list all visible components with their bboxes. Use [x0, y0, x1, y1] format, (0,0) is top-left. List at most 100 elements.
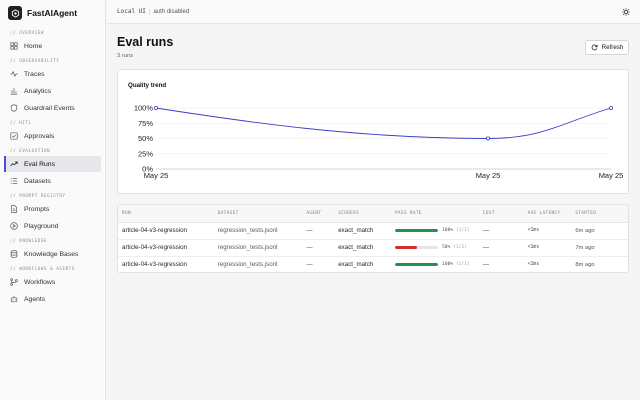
scorers-value: exact_match [334, 222, 392, 240]
sidebar-item-approvals[interactable]: Approvals [5, 128, 101, 144]
nav-section-label: // Evaluation [10, 149, 51, 154]
pass-rate-percent: 100% [442, 228, 454, 233]
pass-rate-fraction: (1/1) [455, 228, 470, 233]
data-point[interactable] [154, 106, 159, 111]
dataset-name: regression_tests.jsonl [217, 261, 278, 269]
table-row[interactable]: article-04-v3-regression regression_tests… [118, 256, 628, 272]
run-name[interactable]: article-04-v3-regression [118, 222, 214, 240]
sidebar-item-guardrail-events[interactable]: Guardrail Events [5, 100, 101, 116]
sidebar-item-label: Eval Runs [24, 160, 55, 168]
eval-runs-table-card: Run Dataset Agent Scorers Pass rate Cost Avg l… [117, 204, 629, 273]
x-tick-label: May 25 [476, 171, 501, 180]
shield-icon [10, 104, 18, 112]
agent-value: — [302, 222, 335, 240]
nav-section-label: // Overview [10, 31, 44, 36]
refresh-icon [591, 44, 598, 51]
environment-label: Local UI [117, 8, 146, 15]
scorers-value: exact_match [338, 261, 374, 269]
sidebar-item-label: Traces [24, 70, 45, 78]
document-icon [10, 205, 18, 213]
data-point[interactable] [608, 106, 613, 111]
sidebar-item-knowledge-bases[interactable]: Knowledge Bases [5, 246, 101, 262]
data-point[interactable] [485, 136, 490, 141]
sidebar-item-prompts[interactable]: Prompts [5, 201, 101, 217]
sidebar-item-label: Approvals [24, 132, 55, 140]
trend-icon [10, 160, 18, 168]
pass-rate-fraction: (1/1) [455, 262, 470, 268]
pass-rate-bar [395, 229, 439, 232]
sidebar-item-label: Datasets [24, 177, 51, 185]
logo-icon [8, 6, 22, 20]
pass-rate-fraction: (1/2) [453, 245, 467, 250]
database-icon [10, 250, 18, 258]
column-header[interactable]: Run [118, 205, 214, 223]
column-header[interactable]: Avg latency [523, 205, 572, 223]
y-tick-label: 75% [138, 119, 153, 128]
sidebar-item-label: Workflows [24, 278, 56, 286]
run-count: 3 runs [117, 53, 134, 59]
cost-value: — [478, 239, 524, 257]
nav-section-label: // Knowledge [10, 239, 48, 244]
check-square-icon [10, 132, 18, 140]
column-header[interactable]: Started [571, 205, 628, 223]
column-header[interactable]: Agent [302, 205, 335, 223]
pass-rate-cell: 100% (1/1) [391, 222, 479, 240]
table-row[interactable]: article-04-v3-regression regression_tests… [118, 239, 628, 257]
play-icon [10, 222, 18, 230]
sidebar-item-traces[interactable]: Traces [5, 66, 101, 82]
x-tick-label: May 25 [144, 171, 169, 180]
started-value: 8m ago [575, 261, 595, 268]
refresh-label: Refresh [601, 44, 624, 51]
quality-trend-card: Quality trend 100% 75% 50% 25% 0% May 25 May 2… [117, 69, 629, 194]
sidebar-item-label: Home [24, 42, 43, 50]
column-header[interactable]: Cost [478, 205, 524, 223]
sidebar-item-analytics[interactable]: Analytics [5, 83, 101, 99]
sidebar-item-label: Knowledge Bases [24, 250, 79, 258]
list-icon [10, 177, 18, 185]
dataset-name: regression_tests.jsonl [213, 222, 303, 240]
sidebar-item-label: Prompts [24, 205, 50, 213]
sidebar-item-home[interactable]: Home [5, 38, 101, 54]
workflow-icon [10, 278, 18, 286]
sidebar-item-eval-runs[interactable]: Eval Runs [5, 156, 101, 172]
column-header[interactable]: Dataset [213, 205, 303, 223]
cost-value: — [478, 222, 524, 240]
pass-rate-bar [395, 246, 439, 249]
sidebar-item-playground[interactable]: Playground [5, 218, 101, 234]
topbar: Local UI | auth disabled [107, 0, 640, 24]
theme-toggle-button[interactable] [621, 7, 631, 17]
bar-chart-icon [10, 87, 18, 95]
sidebar-item-workflows[interactable]: Workflows [5, 274, 101, 290]
scorers-value: exact_match [334, 239, 392, 257]
sidebar-item-label: Analytics [24, 87, 52, 95]
agent-value: — [306, 261, 313, 269]
pass-rate-percent: 50% [442, 245, 451, 250]
sidebar-item-agents[interactable]: Agents [5, 291, 101, 307]
column-header[interactable]: Pass rate [391, 205, 479, 223]
started-value: 6m ago [571, 222, 628, 240]
sidebar-nav: // Overview Home // Observability Traces Ana… [0, 26, 106, 308]
column-header[interactable]: Scorers [334, 205, 392, 223]
pass-rate-percent: 100% [442, 262, 454, 268]
nav-section-label: // Workflows & Agents [10, 267, 75, 272]
sun-icon [622, 8, 630, 16]
pass-rate-cell: 50% (1/2) [391, 239, 479, 257]
table-header-row: Run Dataset Agent Scorers Pass rate Cost Avg l… [118, 205, 628, 223]
pass-rate-bar-fill [395, 263, 439, 267]
brand[interactable]: FastAIAgent [8, 5, 77, 21]
sidebar-item-label: Playground [24, 222, 59, 230]
pulse-icon [10, 70, 18, 78]
refresh-button[interactable]: Refresh [585, 40, 629, 55]
sidebar-item-label: Agents [24, 295, 46, 303]
table-row[interactable]: article-04-v3-regression regression_tests… [118, 222, 628, 240]
chart-title: Quality trend [128, 82, 167, 89]
bot-icon [10, 295, 18, 303]
sidebar-item-datasets[interactable]: Datasets [5, 173, 101, 189]
dataset-name: regression_tests.jsonl [213, 239, 303, 257]
sidebar: FastAIAgent // Overview Home // Observabil… [0, 0, 106, 400]
run-name[interactable]: article-04-v3-regression [118, 239, 214, 257]
avg-latency-value: <1ms [523, 239, 572, 257]
agent-value: — [302, 239, 335, 257]
grid-icon [10, 42, 18, 50]
run-name[interactable]: article-04-v3-regression [122, 261, 187, 269]
